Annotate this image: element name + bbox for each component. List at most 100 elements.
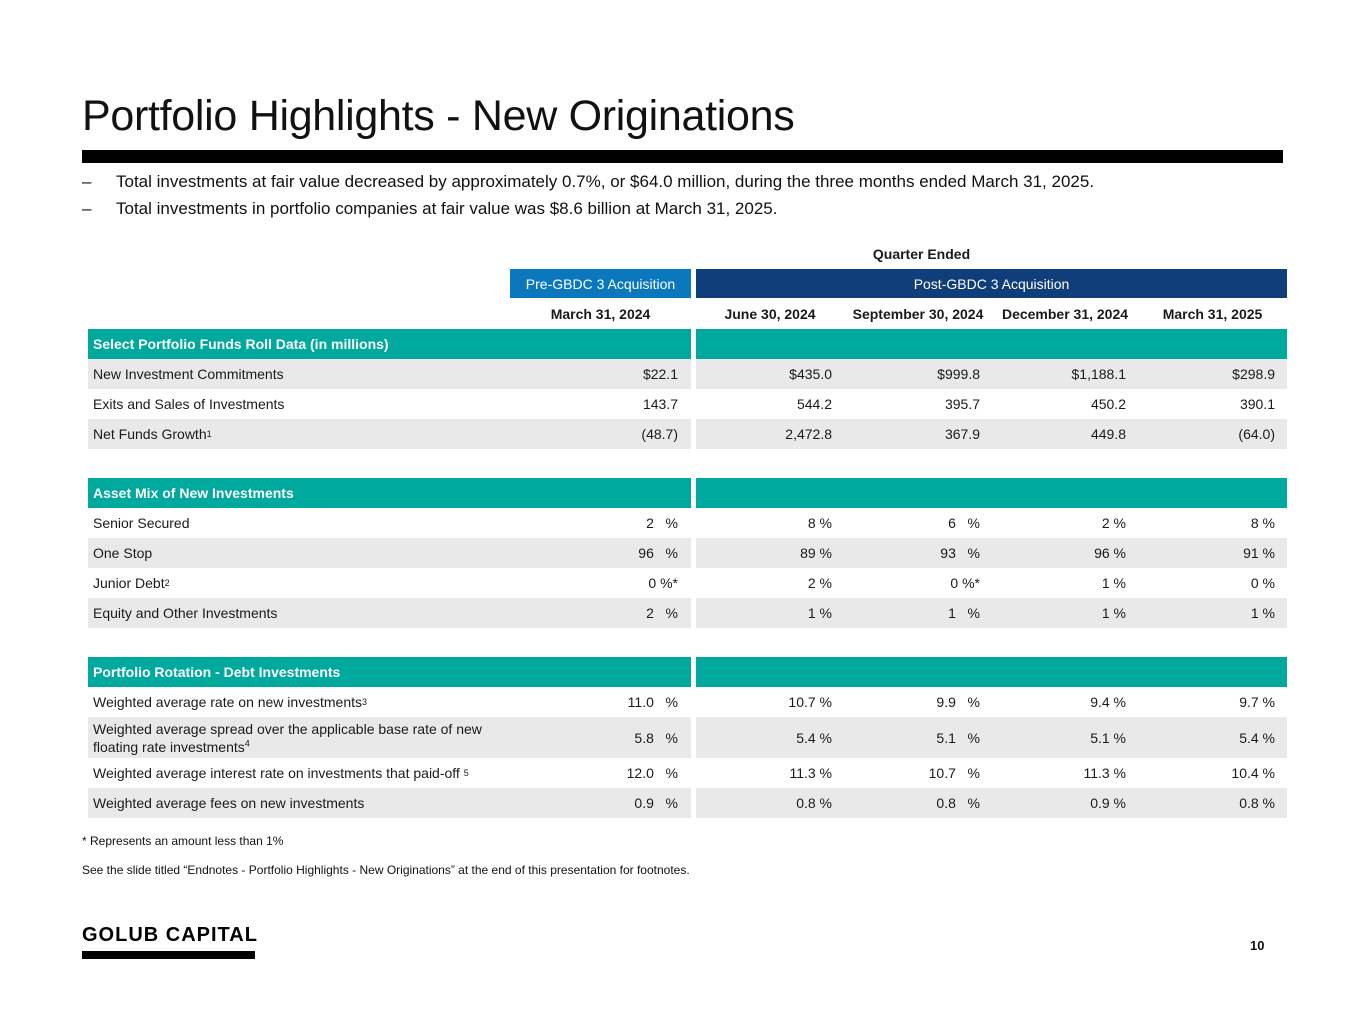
value-cell: 544.2 — [796, 396, 832, 412]
value-cell: 5.1 % — [936, 729, 980, 746]
value-cell: 0.8 % — [796, 795, 832, 811]
value-cell: 10.7 % — [928, 765, 980, 781]
value-cell: 96 % — [638, 545, 678, 561]
logo-underline — [82, 951, 255, 959]
value-cell: $999.8 — [937, 366, 980, 382]
value-cell: 449.8 — [1090, 426, 1126, 442]
pre-acquisition-header: Pre-GBDC 3 Acquisition — [510, 269, 691, 298]
value-cell: 91 % — [1243, 545, 1275, 561]
value-cell: 395.7 — [944, 396, 980, 412]
value-cell: 9.4 % — [1090, 694, 1126, 710]
table-row: Weighted average rate on new investments… — [88, 687, 1287, 717]
date-col-mar-2025: March 31, 2025 — [1162, 306, 1263, 322]
value-cell: 2 % — [1101, 515, 1126, 531]
value-cell: 12.0 % — [626, 765, 678, 781]
value-cell: 2 % — [807, 575, 832, 591]
bullet-item: – Total investments in portfolio compani… — [82, 198, 1094, 225]
footnote-asterisk: * Represents an amount less than 1% — [82, 834, 284, 848]
value-cell: $435.0 — [789, 366, 832, 382]
table-row: Equity and Other Investments 2 % 1 % 1 %… — [88, 598, 1287, 628]
value-cell: 11.3 % — [1083, 765, 1126, 781]
table-row: Junior Debt 2 0 %* 2 % 0 %* 1 % 0 % — [88, 568, 1287, 598]
value-cell: 9.9 % — [936, 694, 980, 710]
section-title: Select Portfolio Funds Roll Data (in mil… — [93, 336, 389, 352]
value-cell: 0.9 % — [1090, 795, 1126, 811]
table-row: One Stop 96 % 89 % 93 % 96 % 91 % — [88, 538, 1287, 568]
row-label: One Stop — [93, 545, 153, 561]
row-label: Weighted average interest rate on invest… — [93, 765, 469, 781]
value-cell: 390.1 — [1239, 396, 1275, 412]
value-cell: 5.4 % — [796, 729, 832, 746]
value-cell: 9.7 % — [1239, 694, 1275, 710]
section-header-roll-data: Select Portfolio Funds Roll Data (in mil… — [88, 329, 1287, 359]
row-label: Weighted average fees on new investments — [93, 795, 365, 811]
value-cell: 367.9 — [944, 426, 980, 442]
value-cell: 5.8 % — [634, 729, 678, 746]
value-cell: $22.1 — [642, 366, 678, 382]
value-cell: 89 % — [800, 545, 832, 561]
row-label: Senior Secured — [93, 515, 190, 531]
page-title: Portfolio Highlights - New Originations — [82, 92, 795, 140]
value-cell: 2 % — [646, 605, 678, 621]
value-cell: 143.7 — [642, 396, 678, 412]
value-cell: 5.1 % — [1090, 729, 1126, 746]
quarter-ended-header: Quarter Ended — [872, 246, 971, 262]
value-cell: 0.8 % — [936, 795, 980, 811]
bullet-text: Total investments at fair value decrease… — [116, 172, 1095, 191]
table-row: Senior Secured 2 % 8 % 6 % 2 % 8 % — [88, 508, 1287, 538]
row-label: Net Funds Growth 1 — [93, 426, 212, 442]
value-cell: 0 % — [1250, 575, 1275, 591]
date-col-sep-2024: September 30, 2024 — [852, 306, 984, 322]
value-cell: 1 % — [1101, 605, 1126, 621]
table-row: New Investment Commitments $22.1 $435.0 … — [88, 359, 1287, 389]
bullet-dash: – — [82, 172, 92, 191]
value-cell: 2 % — [646, 515, 678, 531]
date-col-jun-2024: June 30, 2024 — [724, 306, 816, 322]
value-cell: 1 % — [1101, 575, 1126, 591]
value-cell: 10.4 % — [1231, 765, 1275, 781]
section-header-portfolio-rotation: Portfolio Rotation - Debt Investments — [88, 657, 1287, 687]
post-acquisition-header: Post-GBDC 3 Acquisition — [696, 269, 1287, 298]
table-row: Weighted average fees on new investments… — [88, 788, 1287, 818]
section-title: Asset Mix of New Investments — [93, 485, 294, 501]
value-cell: 1 % — [807, 605, 832, 621]
company-logo: GOLUB CAPITAL — [82, 924, 258, 946]
table-row: Exits and Sales of Investments 143.7 544… — [88, 389, 1287, 419]
section-title: Portfolio Rotation - Debt Investments — [93, 664, 341, 680]
value-cell: 1 % — [948, 605, 980, 621]
bullet-dash: – — [82, 199, 92, 218]
value-cell: 8 % — [1250, 515, 1275, 531]
value-cell: 11.3 % — [789, 765, 832, 781]
table-row: Weighted average interest rate on invest… — [88, 758, 1287, 788]
value-cell: (48.7) — [641, 426, 678, 442]
date-col-dec-2024: December 31, 2024 — [1001, 306, 1129, 322]
summary-bullets: – Total investments at fair value decrea… — [82, 171, 1094, 225]
value-cell: 93 % — [940, 545, 980, 561]
value-cell: 8 % — [807, 515, 832, 531]
row-label: Equity and Other Investments — [93, 605, 278, 621]
row-label: New Investment Commitments — [93, 366, 284, 382]
bullet-text: Total investments in portfolio companies… — [116, 199, 778, 218]
value-cell: $1,188.1 — [1071, 366, 1127, 382]
value-cell: 1 % — [1250, 605, 1275, 621]
table-row: Weighted average spread over the applica… — [88, 717, 1287, 758]
row-label: Weighted average spread over the applica… — [93, 720, 482, 755]
value-cell: 96 % — [1094, 545, 1126, 561]
page-number: 10 — [1250, 938, 1265, 953]
value-cell: 450.2 — [1090, 396, 1126, 412]
value-cell: 0 %* — [950, 575, 980, 591]
date-header-row: March 31, 2024 June 30, 2024 September 3… — [88, 299, 1287, 329]
value-cell: 6 % — [948, 515, 980, 531]
section-header-asset-mix: Asset Mix of New Investments — [88, 478, 1287, 508]
value-cell: $298.9 — [1232, 366, 1275, 382]
value-cell: 0 %* — [648, 575, 678, 591]
footnote-ref: 4 — [244, 737, 250, 748]
footnote-endnotes-reference: See the slide titled “Endnotes - Portfol… — [82, 863, 690, 877]
row-label: Junior Debt 2 — [93, 575, 170, 591]
row-label: Exits and Sales of Investments — [93, 396, 285, 412]
value-cell: 2,472.8 — [785, 426, 832, 442]
bullet-item: – Total investments at fair value decrea… — [82, 171, 1094, 198]
value-cell: 0.8 % — [1239, 795, 1275, 811]
value-cell: 10.7 % — [788, 694, 832, 710]
title-rule — [82, 150, 1283, 163]
